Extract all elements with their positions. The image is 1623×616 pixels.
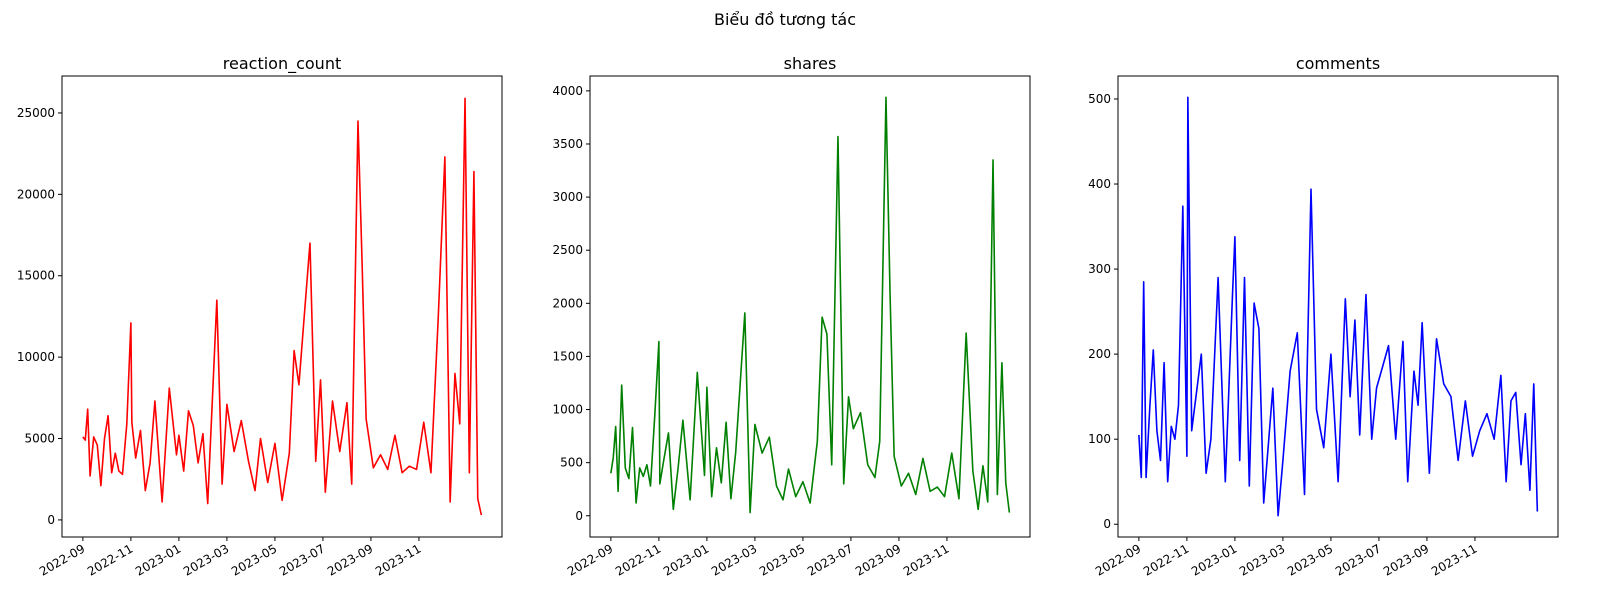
line-series [610, 96, 1011, 514]
x-tick-label: 2022-09 [565, 541, 615, 578]
y-tick-label: 1000 [552, 403, 583, 417]
y-tick-label: 300 [1088, 262, 1111, 276]
x-tick-label: 2022-11 [1141, 541, 1191, 578]
x-tick-label: 2023-01 [133, 541, 183, 578]
y-tick-label: 400 [1088, 177, 1111, 191]
y-tick-label: 4000 [552, 84, 583, 98]
y-tick-label: 15000 [17, 269, 55, 283]
x-tick-label: 2023-07 [277, 541, 327, 578]
y-tick-label: 0 [47, 513, 55, 527]
x-tick-label: 2023-03 [1237, 541, 1287, 578]
y-tick-label: 0 [1103, 517, 1111, 531]
y-tick-label: 2000 [552, 296, 583, 310]
y-tick-label: 3000 [552, 190, 583, 204]
x-tick-label: 2023-05 [229, 541, 279, 578]
x-tick-label: 2023-09 [853, 541, 903, 578]
x-tick-label: 2023-05 [757, 541, 807, 578]
x-tick-label: 2023-09 [325, 541, 375, 578]
x-tick-label: 2023-11 [1429, 541, 1479, 578]
x-tick-label: 2022-11 [613, 541, 663, 578]
subplot-title: reaction_count [223, 54, 341, 74]
y-tick-label: 2500 [552, 243, 583, 257]
x-tick-label: 2022-09 [1093, 541, 1143, 578]
y-tick-label: 500 [1088, 92, 1111, 106]
x-tick-label: 2023-07 [1333, 541, 1383, 578]
y-tick-label: 0 [575, 509, 583, 523]
x-tick-label: 2023-03 [181, 541, 231, 578]
line-series [82, 97, 483, 516]
x-tick-label: 2022-11 [85, 541, 135, 578]
y-tick-label: 10000 [17, 350, 55, 364]
y-tick-label: 5000 [24, 432, 55, 446]
y-tick-label: 25000 [17, 106, 55, 120]
x-tick-label: 2023-09 [1381, 541, 1431, 578]
subplot-title: comments [1296, 54, 1380, 73]
x-tick-label: 2023-11 [373, 541, 423, 578]
x-tick-label: 2023-05 [1285, 541, 1335, 578]
y-tick-label: 200 [1088, 347, 1111, 361]
axes-frame [1117, 75, 1559, 538]
x-tick-label: 2023-11 [901, 541, 951, 578]
y-tick-label: 20000 [17, 187, 55, 201]
axes-frame [589, 75, 1031, 538]
x-tick-label: 2023-07 [805, 541, 855, 578]
subplot-title: shares [784, 54, 837, 73]
x-tick-label: 2023-03 [709, 541, 759, 578]
x-tick-label: 2023-01 [1189, 541, 1239, 578]
line-series [1138, 96, 1539, 517]
suptitle: Biểu đồ tương tác [714, 10, 856, 29]
y-tick-label: 3500 [552, 137, 583, 151]
axes-frame [61, 75, 503, 538]
y-tick-label: 1500 [552, 349, 583, 363]
y-tick-label: 500 [560, 456, 583, 470]
x-tick-label: 2023-01 [661, 541, 711, 578]
y-tick-label: 100 [1088, 432, 1111, 446]
x-tick-label: 2022-09 [37, 541, 87, 578]
